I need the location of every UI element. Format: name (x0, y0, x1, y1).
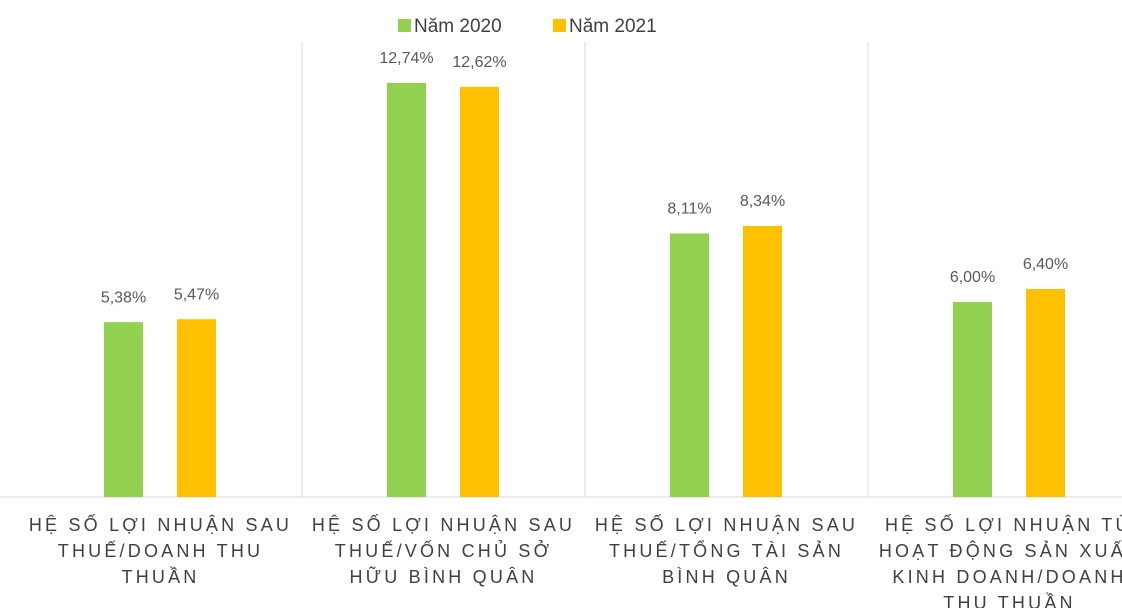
bar (953, 302, 992, 497)
data-label: 5,47% (174, 286, 219, 303)
data-label: 6,00% (950, 269, 995, 286)
x-tick-label: HỆ SỐ LỢI NHUẬN TỪ HOẠT ĐỘNG SẢN XUẤT KI… (878, 515, 1122, 608)
bar (177, 319, 216, 497)
legend-swatch (553, 19, 566, 32)
bar (387, 82, 426, 497)
legend-swatch (398, 19, 411, 32)
bar (460, 86, 499, 497)
bar (670, 233, 709, 498)
data-label: 12,74% (379, 50, 433, 67)
data-label: 6,40% (1023, 256, 1068, 273)
x-tick-label: HỆ SỐ LỢI NHUẬN SAU THUẾ/TỔNG TÀI SẢN BÌ… (594, 515, 859, 587)
data-label: 8,11% (667, 201, 711, 218)
bar (743, 225, 782, 497)
x-tick-label: HỆ SỐ LỢI NHUẬN SAU THUẾ/DOANH THU THUẦN (28, 515, 293, 587)
x-tick-label: HỆ SỐ LỢI NHUẬN SAU THUẾ/VỐN CHỦ SỞ HỮU … (311, 515, 576, 587)
data-label: 12,62% (452, 54, 506, 71)
bar (1026, 289, 1065, 497)
data-label: 5,38% (101, 289, 146, 306)
legend-label: Năm 2020 (414, 16, 502, 37)
legend-label: Năm 2021 (569, 16, 657, 37)
data-label: 8,34% (740, 193, 785, 210)
bar (104, 322, 143, 497)
